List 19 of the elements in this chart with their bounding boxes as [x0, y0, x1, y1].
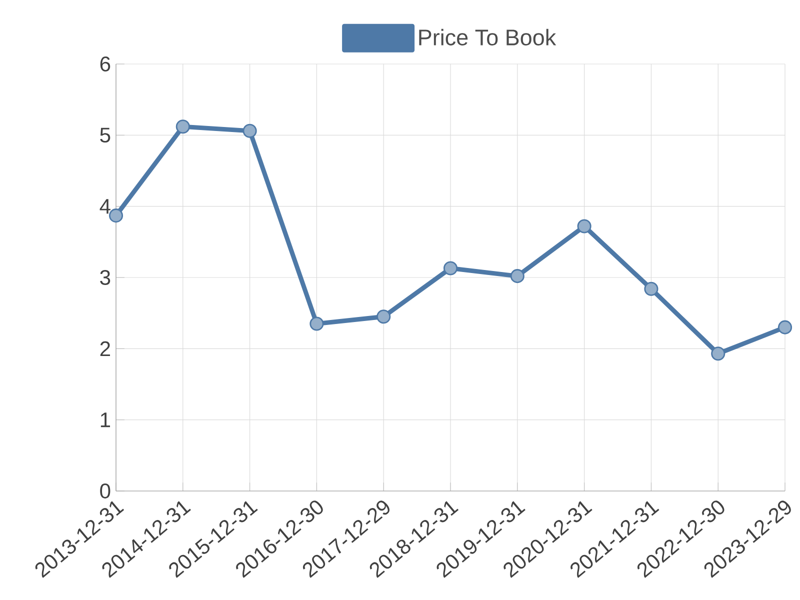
y-tick-label: 4 [100, 199, 110, 214]
point [176, 120, 190, 134]
y-tick-label: 6 [100, 56, 110, 72]
y-tick-label: 3 [100, 270, 110, 285]
point [778, 320, 792, 334]
point [242, 124, 257, 138]
point [510, 269, 524, 284]
point [310, 316, 324, 331]
point [644, 282, 658, 296]
legend-label: Price To Book [419, 28, 556, 46]
y-tick-label: 0 [100, 484, 110, 498]
point [376, 310, 391, 324]
point [711, 346, 726, 361]
y-tick-label: 5 [100, 128, 110, 143]
point [108, 208, 124, 223]
y-tick-label: 1 [100, 412, 110, 428]
point [443, 261, 458, 276]
y-tick-label: 2 [100, 341, 110, 356]
point [577, 219, 592, 234]
